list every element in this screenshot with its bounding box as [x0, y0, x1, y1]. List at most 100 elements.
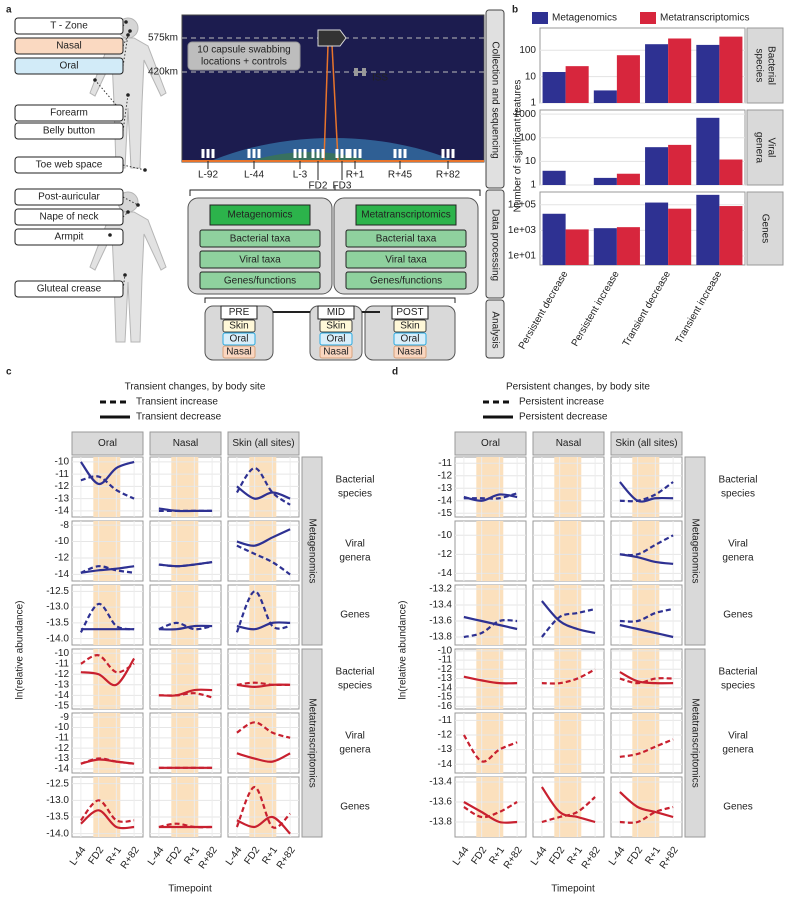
method-box — [209, 204, 311, 226]
y-tick-label: 1000 — [514, 109, 537, 120]
stage-label: Collection and sequencing — [489, 41, 500, 158]
site-dot — [143, 168, 147, 172]
trend-line — [462, 734, 518, 763]
y-tick-label: -11 — [55, 732, 69, 743]
trend-line — [541, 668, 596, 685]
legend-label: Metatranscriptomics — [660, 13, 749, 24]
flight-band — [249, 521, 277, 581]
row-label: species — [721, 681, 755, 692]
y-tick-label: -12 — [55, 481, 70, 492]
trend-line — [540, 786, 596, 824]
bar — [668, 144, 692, 185]
y-tick-label: 10 — [525, 71, 537, 82]
legend-label: Persistent decrease — [519, 412, 608, 423]
x-tick-label: Persistent decrease — [517, 269, 571, 351]
x-tick-label: R+82 — [502, 845, 525, 871]
trend-line — [158, 692, 213, 699]
site-dot — [126, 210, 130, 214]
chart-title: Persistent changes, by body site — [506, 382, 650, 393]
flight-band — [171, 521, 199, 581]
item-label: Viral taxa — [385, 255, 427, 266]
item-box — [345, 250, 467, 269]
method-label: Metatranscriptomics — [361, 210, 450, 221]
crew-icon — [353, 149, 357, 158]
y-tick-label: -12 — [438, 730, 453, 741]
y-tick-label: -11 — [55, 658, 69, 669]
crew-icon — [348, 149, 352, 158]
trend-line — [158, 624, 213, 631]
flight-band — [476, 777, 504, 837]
phase-label: MID — [327, 307, 345, 318]
column-strip — [610, 431, 683, 456]
panel-letter: b — [512, 5, 518, 16]
bar — [542, 213, 566, 265]
y-tick-label: -12 — [438, 664, 453, 675]
row-label: Bacterial — [336, 667, 375, 678]
iss — [354, 68, 366, 76]
crew-icon — [206, 149, 210, 158]
row-label: species — [721, 489, 755, 500]
chart-title: Transient changes, by body site — [125, 382, 266, 393]
y-tick-label: -13.8 — [429, 632, 452, 643]
y-tick-label: -12.5 — [46, 778, 69, 789]
trend-line — [158, 621, 213, 631]
y-tick-label: -13 — [55, 493, 70, 504]
site-chip-label: Nasal — [323, 347, 349, 358]
site-label: Oral — [60, 61, 79, 72]
y-tick-label: -14.0 — [46, 828, 69, 839]
bar — [645, 202, 669, 265]
bracket — [189, 186, 481, 196]
trend-line — [236, 621, 291, 631]
y-tick-label: -13.4 — [429, 777, 452, 788]
panel-letter: c — [6, 367, 12, 378]
row-label: Bacterial — [719, 475, 758, 486]
column-strip — [227, 431, 300, 456]
site-chip — [393, 319, 427, 333]
bar — [719, 206, 743, 265]
timepoint-label: R+45 — [388, 170, 413, 181]
y-tick-label: -15 — [438, 508, 453, 519]
site-box — [14, 188, 124, 206]
y-tick-label: 1 — [530, 180, 536, 191]
trend-line — [236, 485, 291, 500]
item-box — [199, 250, 321, 269]
y-tick-label: -14 — [55, 690, 70, 701]
y-tick-label: -13.6 — [429, 616, 452, 627]
trend-line — [236, 721, 291, 739]
bar — [616, 55, 640, 103]
x-tick-label: R+82 — [580, 845, 603, 871]
leader-line — [122, 94, 129, 132]
phase-box — [220, 305, 258, 320]
y-tick-label: -10 — [55, 536, 70, 547]
stage-strip — [485, 189, 505, 299]
column-label: Skin (all sites) — [615, 438, 677, 449]
row-label: genera — [339, 745, 371, 756]
trend-line — [619, 623, 674, 639]
x-tick-label: L-44 — [607, 845, 628, 868]
timepoint-label: R+82 — [436, 170, 461, 181]
flight-band — [171, 457, 199, 517]
y-tick-label: -12.5 — [46, 586, 69, 597]
trend-line — [463, 615, 518, 631]
site-box — [14, 156, 124, 174]
bar — [593, 228, 617, 265]
column-strip — [532, 431, 605, 456]
site-dot — [123, 273, 127, 277]
x-tick-label: FD2 — [164, 845, 184, 867]
row-label: Viral — [345, 539, 365, 550]
flight-band — [632, 457, 660, 517]
y-tick-label: 1 — [530, 98, 536, 109]
launch-line — [323, 44, 329, 161]
bar — [593, 90, 617, 103]
trend-line — [236, 528, 291, 547]
site-chip-label: Skin — [326, 321, 345, 332]
trend-line — [619, 534, 674, 557]
bar — [696, 117, 720, 185]
panel-letter: d — [392, 367, 398, 378]
trend-line — [158, 688, 213, 697]
site-box — [14, 17, 124, 35]
trend-line — [619, 481, 674, 503]
site-chip — [393, 332, 427, 346]
stage-strip — [485, 299, 505, 359]
x-tick-label: FD2 — [469, 845, 489, 867]
